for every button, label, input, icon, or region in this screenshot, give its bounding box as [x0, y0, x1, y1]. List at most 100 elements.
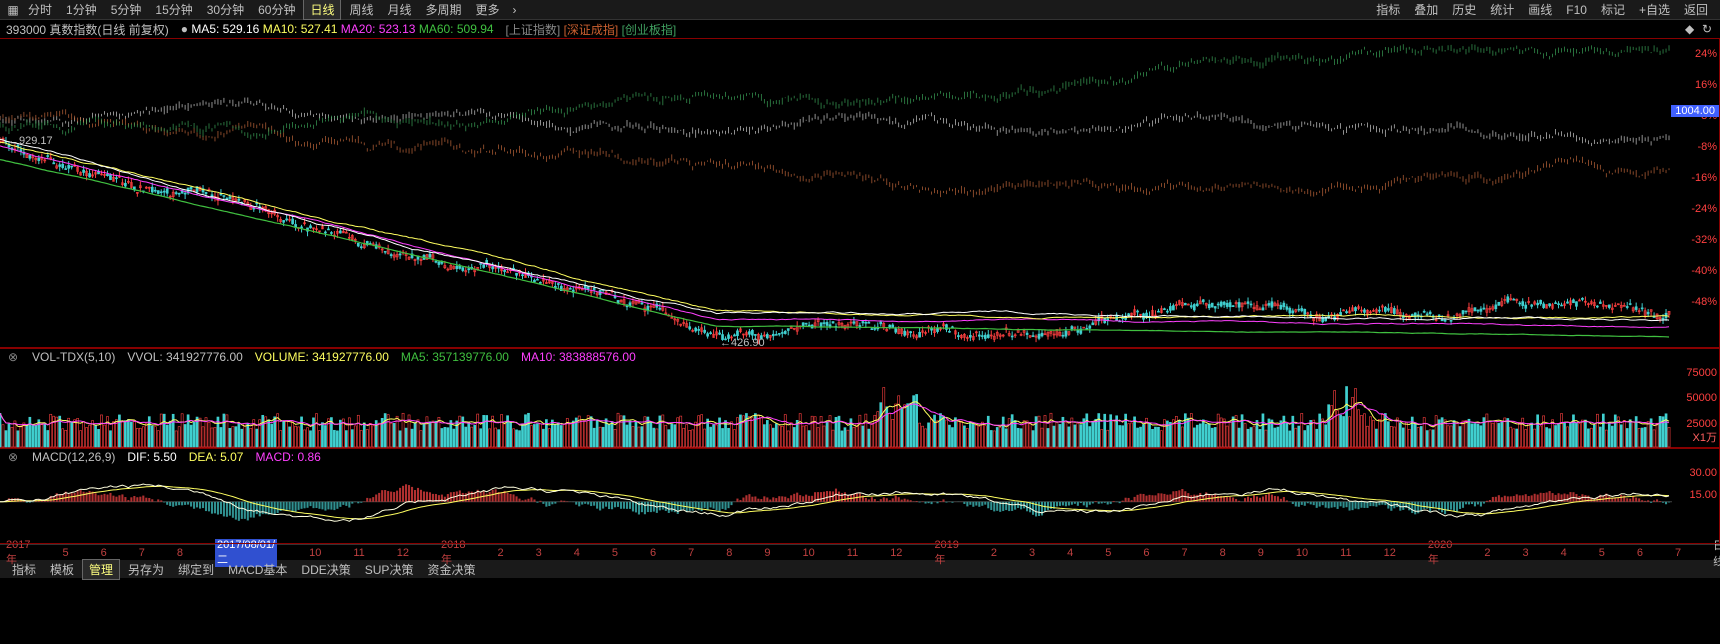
x-tick: 3	[1522, 547, 1528, 559]
chart-header: 393000 真数指数(日线 前复权) ● MA5: 529.16 MA10: …	[0, 20, 1720, 38]
bottom-tab-0[interactable]: 指标	[6, 560, 42, 579]
x-tick: 10	[1296, 547, 1308, 559]
bottom-tab-6[interactable]: DDE决策	[295, 560, 356, 579]
y-axis-label: -24%	[1691, 203, 1717, 215]
compass-icon[interactable]: ◆	[1683, 22, 1697, 36]
timeframe-group: ▦ 分时1分钟5分钟15分钟30分钟60分钟日线周线月线多周期更多 ›	[6, 0, 522, 20]
chevron-right-icon[interactable]: ›	[508, 3, 522, 17]
menu-icon[interactable]: ▦	[6, 3, 20, 17]
vol-unit: X1万	[1693, 429, 1717, 445]
overlay-readout: [上证指数] [深证成指] [创业板指]	[506, 21, 677, 38]
x-tick: 12	[1384, 547, 1396, 559]
timeframe-10[interactable]: 更多	[470, 0, 506, 19]
x-tick: 6	[101, 547, 107, 559]
x-tick: 7	[688, 547, 694, 559]
x-tick: 5	[612, 547, 618, 559]
timeframe-1[interactable]: 1分钟	[60, 0, 103, 19]
x-tick: 6	[1143, 547, 1149, 559]
y-axis-label: 24%	[1695, 48, 1717, 60]
bottom-toolbar: 指标模板管理另存为绑定到MACD基本DDE决策SUP决策资金决策	[0, 560, 1720, 578]
x-tick: 3	[1029, 547, 1035, 559]
y-axis-label: -48%	[1691, 296, 1717, 308]
x-tick: 7	[1675, 547, 1681, 559]
macd-y-label: 30.00	[1689, 467, 1717, 479]
price-tag: 1004.00	[1671, 105, 1719, 117]
volume-header: ⊗ VOL-TDX(5,10) VVOL: 341927776.00 VOLUM…	[0, 349, 1719, 365]
toolbar-right-group: 指标叠加历史统计画线F10标记+自选返回	[1370, 0, 1714, 19]
x-tick: 7	[139, 547, 145, 559]
x-tick: 11	[1340, 547, 1351, 559]
x-tick: 8	[726, 547, 732, 559]
x-tick: 3	[536, 547, 542, 559]
timeframe-7[interactable]: 周线	[343, 0, 379, 19]
bottom-tab-5[interactable]: MACD基本	[222, 560, 293, 579]
y-axis-label: -16%	[1691, 172, 1717, 184]
x-tick: 4	[1561, 547, 1567, 559]
timeframe-2[interactable]: 5分钟	[105, 0, 148, 19]
timeframe-4[interactable]: 30分钟	[201, 0, 250, 19]
refresh-icon[interactable]: ↻	[1700, 22, 1714, 36]
x-tick: 12	[397, 547, 409, 559]
timeframe-6[interactable]: 日线	[303, 0, 341, 20]
y-axis-label: 16%	[1695, 79, 1717, 91]
toolbar-right-2[interactable]: 历史	[1446, 0, 1482, 19]
x-tick: 9	[764, 547, 770, 559]
x-tick: 9	[1258, 547, 1264, 559]
x-tick: 6	[650, 547, 656, 559]
close-panel-icon[interactable]: ⊗	[6, 450, 20, 464]
volume-chart[interactable]: ⊗ VOL-TDX(5,10) VVOL: 341927776.00 VOLUM…	[0, 348, 1720, 448]
y-axis-label: -8%	[1697, 141, 1717, 153]
macd-y-label: 15.00	[1689, 489, 1717, 501]
toolbar-right-6[interactable]: 标记	[1595, 0, 1631, 19]
bottom-tab-1[interactable]: 模板	[44, 560, 80, 579]
bottom-tab-7[interactable]: SUP决策	[359, 560, 420, 579]
toolbar-right-7[interactable]: +自选	[1633, 0, 1676, 19]
toolbar-right-4[interactable]: 画线	[1522, 0, 1558, 19]
price-chart[interactable]: 24%16%8%-8%-16%-24%-32%-40%-48%1004.00←9…	[0, 38, 1720, 348]
toolbar-right-5[interactable]: F10	[1560, 2, 1593, 18]
x-tick: 4	[1067, 547, 1073, 559]
toolbar-right-1[interactable]: 叠加	[1408, 0, 1444, 19]
timeframe-0[interactable]: 分时	[22, 0, 58, 19]
bottom-tab-8[interactable]: 资金决策	[421, 560, 481, 579]
timeframe-5[interactable]: 60分钟	[252, 0, 301, 19]
x-tick: 2	[991, 547, 997, 559]
x-tick: 6	[1637, 547, 1643, 559]
bottom-tab-4[interactable]: 绑定到	[172, 560, 220, 579]
tools-icons: ◆ ↻	[1683, 22, 1714, 36]
price-chart-canvas	[0, 39, 1720, 349]
x-tick: 2	[1484, 547, 1490, 559]
x-tick: 5	[1105, 547, 1111, 559]
x-tick: 10	[309, 547, 321, 559]
close-panel-icon[interactable]: ⊗	[6, 350, 20, 364]
ma-readout: ● MA5: 529.16 MA10: 527.41 MA20: 523.13 …	[181, 22, 494, 36]
x-tick: 2	[498, 547, 504, 559]
stock-code: 393000 真数指数(日线 前复权)	[6, 21, 169, 38]
timeframe-9[interactable]: 多周期	[420, 0, 468, 19]
price-annotation: ←929.17	[8, 135, 53, 147]
bottom-tab-2[interactable]: 管理	[82, 559, 120, 580]
macd-chart[interactable]: ⊗ MACD(12,26,9) DIF: 5.50 DEA: 5.07 MACD…	[0, 448, 1720, 544]
x-tick: 4	[574, 547, 580, 559]
x-tick: 7	[1182, 547, 1188, 559]
x-tick: 11	[847, 547, 858, 559]
x-tick: 8	[1220, 547, 1226, 559]
top-toolbar: ▦ 分时1分钟5分钟15分钟30分钟60分钟日线周线月线多周期更多 › 指标叠加…	[0, 0, 1720, 20]
macd-header: ⊗ MACD(12,26,9) DIF: 5.50 DEA: 5.07 MACD…	[0, 449, 1719, 465]
y-axis-label: -32%	[1691, 234, 1717, 246]
vol-y-label: 25000	[1686, 418, 1717, 430]
x-tick: 8	[177, 547, 183, 559]
vol-y-label: 50000	[1686, 392, 1717, 404]
toolbar-right-3[interactable]: 统计	[1484, 0, 1520, 19]
timeframe-3[interactable]: 15分钟	[149, 0, 198, 19]
timeframe-8[interactable]: 月线	[382, 0, 418, 19]
x-tick: 11	[353, 547, 364, 559]
vol-y-label: 75000	[1686, 367, 1717, 379]
x-tick: 5	[1599, 547, 1605, 559]
bottom-tab-3[interactable]: 另存为	[122, 560, 170, 579]
y-axis-label: -40%	[1691, 265, 1717, 277]
toolbar-right-8[interactable]: 返回	[1678, 0, 1714, 19]
x-tick: 5	[62, 547, 68, 559]
time-axis: 2017年56782017/08/01/二1011122018年23456789…	[0, 544, 1720, 560]
toolbar-right-0[interactable]: 指标	[1370, 0, 1406, 19]
